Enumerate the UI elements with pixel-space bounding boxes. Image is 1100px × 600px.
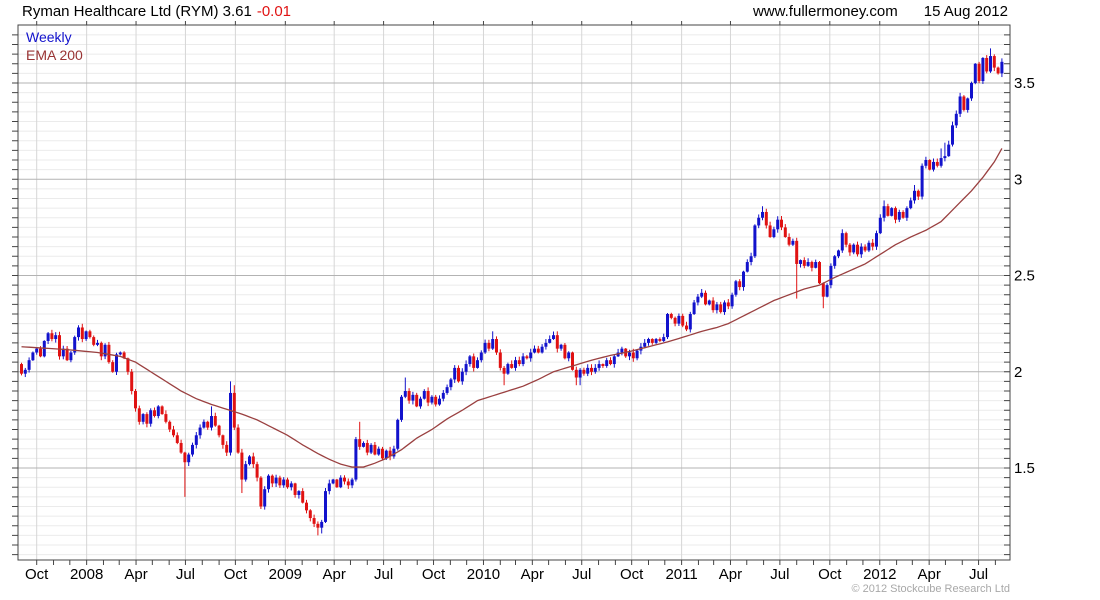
svg-text:Apr: Apr bbox=[521, 566, 544, 583]
svg-text:Apr: Apr bbox=[124, 566, 147, 583]
svg-text:Jul: Jul bbox=[374, 566, 393, 583]
site-text: www.fullermoney.com bbox=[752, 3, 898, 20]
svg-text:Oct: Oct bbox=[818, 566, 842, 583]
svg-text:3.5: 3.5 bbox=[1014, 75, 1035, 92]
title-change: -0.01 bbox=[256, 3, 292, 20]
legend-timeframe: Weekly bbox=[26, 29, 72, 45]
svg-text:Jul: Jul bbox=[969, 566, 988, 583]
svg-text:Jul: Jul bbox=[770, 566, 789, 583]
svg-text:3: 3 bbox=[1014, 171, 1022, 188]
copyright-text: © 2012 Stockcube Research Ltd bbox=[851, 583, 1010, 595]
svg-text:2008: 2008 bbox=[70, 566, 103, 583]
svg-text:2: 2 bbox=[1014, 364, 1022, 381]
svg-text:Jul: Jul bbox=[572, 566, 591, 583]
svg-text:2010: 2010 bbox=[467, 566, 500, 583]
svg-text:2012: 2012 bbox=[863, 566, 896, 583]
legend-ema: EMA 200 bbox=[26, 47, 83, 63]
chart-title: Ryman Healthcare Ltd (RYM) 3.61 -0.01 bbox=[22, 3, 291, 20]
svg-text:Apr: Apr bbox=[719, 566, 742, 583]
svg-text:Oct: Oct bbox=[422, 566, 446, 583]
svg-text:Oct: Oct bbox=[620, 566, 644, 583]
svg-text:Apr: Apr bbox=[323, 566, 346, 583]
chart-header-right: www.fullermoney.com 15 Aug 2012 bbox=[753, 3, 1008, 20]
svg-text:2011: 2011 bbox=[665, 566, 697, 583]
svg-text:2009: 2009 bbox=[269, 566, 302, 583]
svg-text:1.5: 1.5 bbox=[1014, 460, 1035, 477]
svg-text:2.5: 2.5 bbox=[1014, 268, 1035, 285]
svg-text:Apr: Apr bbox=[917, 566, 940, 583]
svg-text:Oct: Oct bbox=[25, 566, 49, 583]
date-text: 15 Aug 2012 bbox=[923, 3, 1008, 20]
svg-text:Oct: Oct bbox=[224, 566, 248, 583]
title-instrument: Ryman Healthcare Ltd (RYM) 3.61 bbox=[22, 3, 252, 20]
svg-text:Jul: Jul bbox=[176, 566, 195, 583]
